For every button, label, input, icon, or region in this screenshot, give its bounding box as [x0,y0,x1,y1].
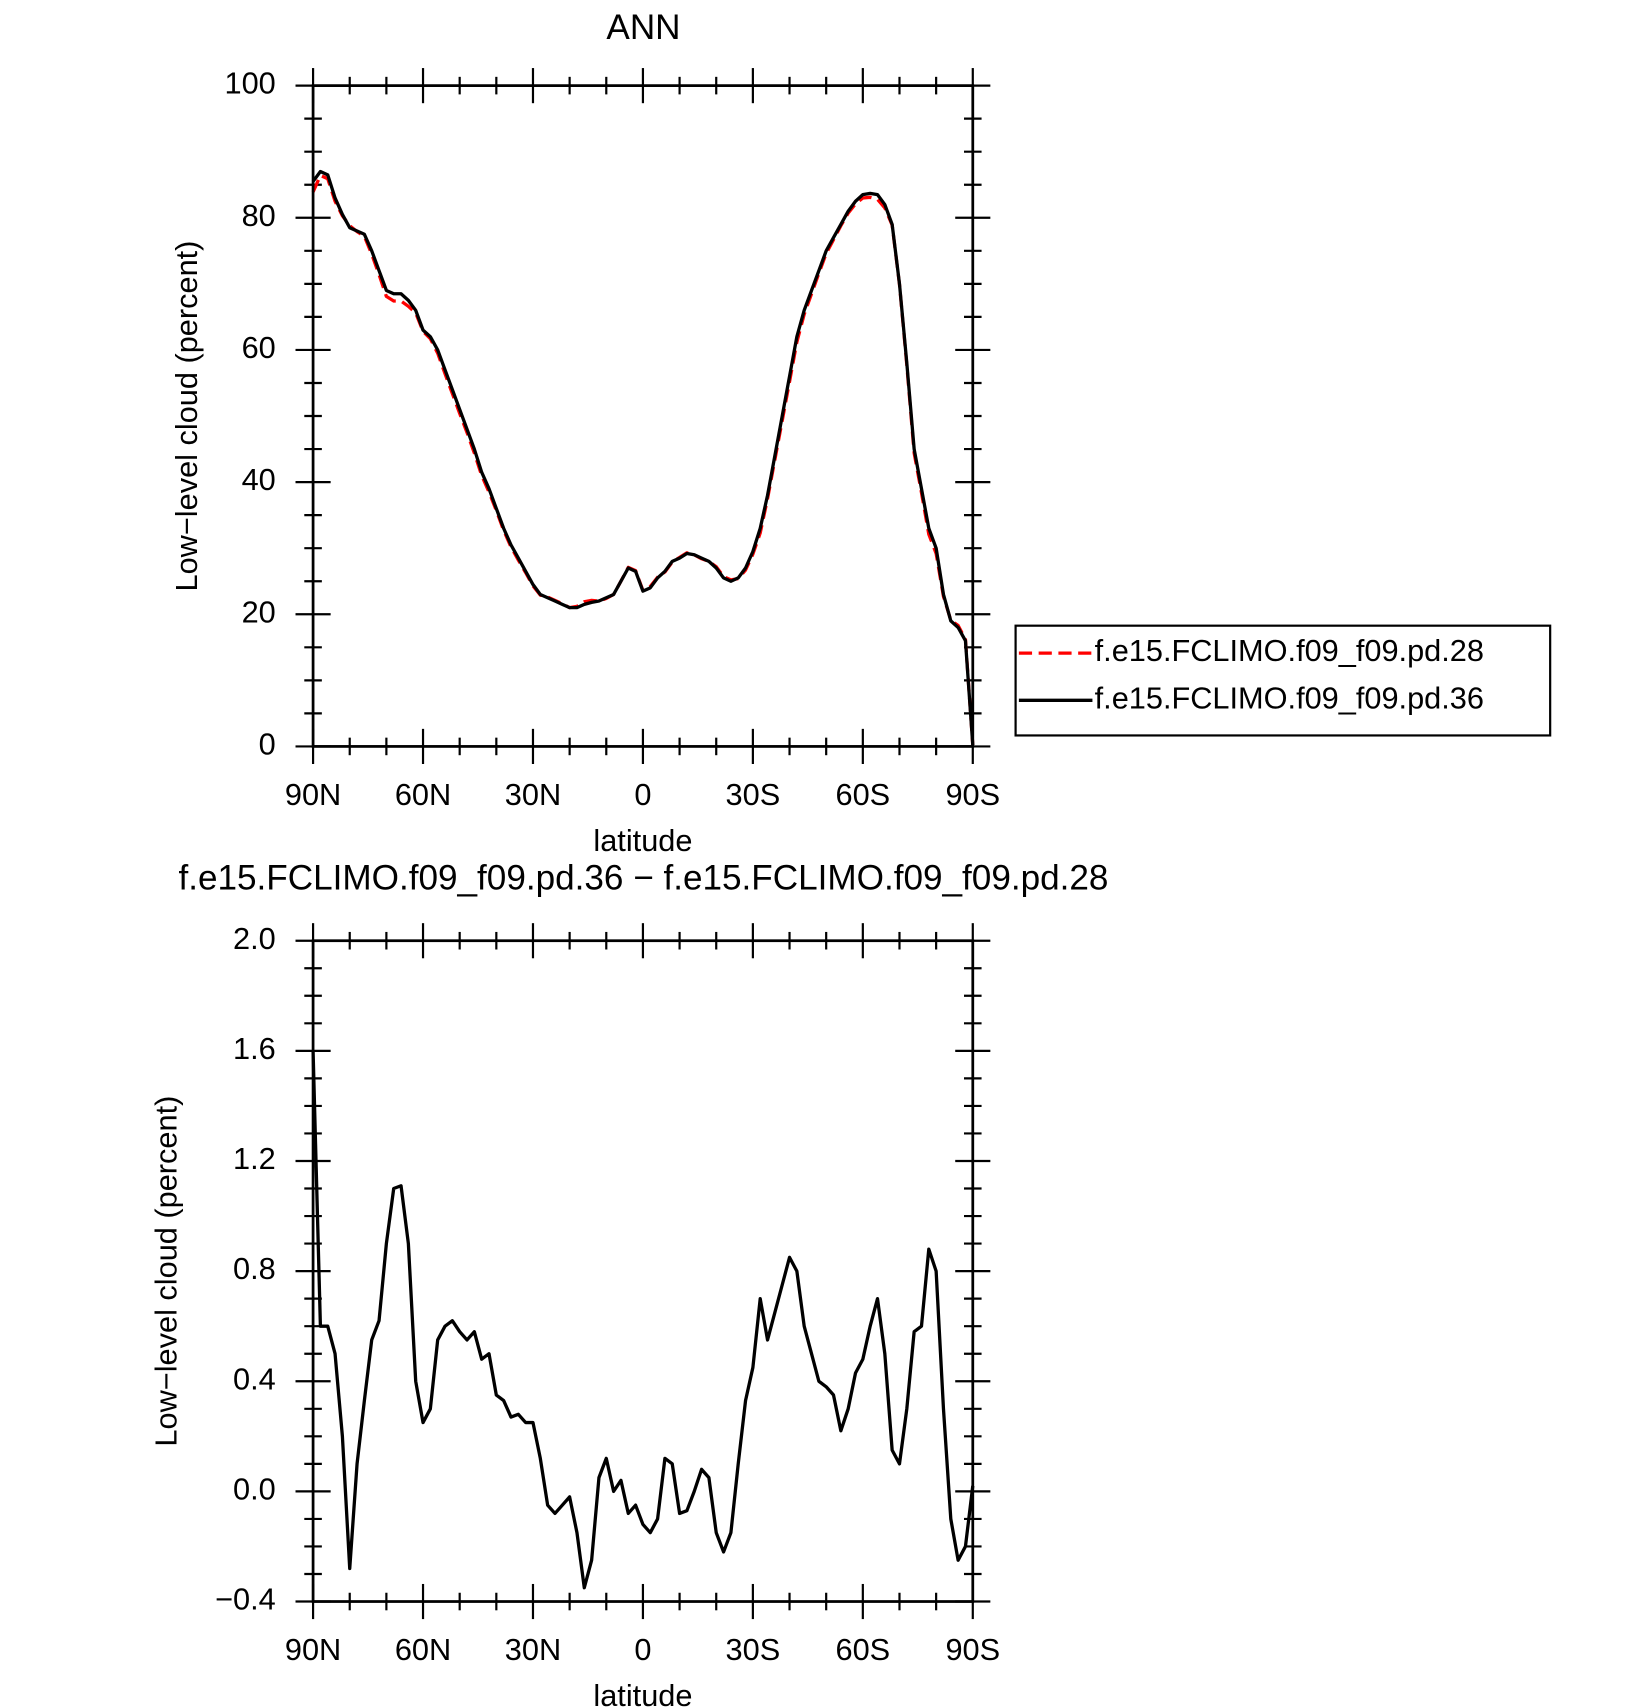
x-tick-label: 0 [634,777,651,812]
x-tick-label: 30S [726,777,781,812]
x-tick-label: 30N [505,1632,561,1667]
plot-frame [311,84,975,748]
data-line [311,1050,975,1590]
y-tick-label: 1.2 [233,1141,276,1176]
chart-title: f.e15.FCLIMO.f09_f09.pd.36 − f.e15.FCLIM… [178,859,1108,898]
y-tick-label: 0 [259,727,276,762]
x-tick-label: 60S [835,777,890,812]
y-tick-label: 0.4 [233,1361,276,1396]
y-tick-label: 0.8 [233,1251,276,1286]
y-tick-label: 2.0 [233,921,276,956]
y-tick-label: −0.4 [215,1582,276,1617]
y-tick-label: 80 [242,198,276,233]
y-tick-label: 100 [224,66,275,101]
x-tick-label: 90N [285,777,341,812]
y-tick-label: 0.0 [233,1472,276,1507]
y-axis-label: Low−level cloud (percent) [169,241,204,592]
chart-title: ANN [606,8,680,47]
y-tick-label: 20 [242,594,276,629]
x-axis-label: latitude [593,823,692,858]
data-line [311,173,975,746]
y-tick-label: 40 [242,462,276,497]
x-tick-label: 0 [634,1632,651,1667]
x-tick-label: 90S [945,1632,1000,1667]
x-tick-label: 60S [835,1632,890,1667]
x-tick-label: 30N [505,777,561,812]
x-tick-label: 60N [395,777,451,812]
x-tick-label: 90N [285,1632,341,1667]
data-line [311,169,975,746]
x-tick-label: 60N [395,1632,451,1667]
y-tick-label: 1.6 [233,1031,276,1066]
legend-label: f.e15.FCLIMO.f09_f09.pd.36 [1095,680,1484,715]
legend-label: f.e15.FCLIMO.f09_f09.pd.28 [1095,633,1484,668]
x-axis-label: latitude [593,1678,692,1708]
plot-frame [311,939,975,1603]
legend-box [1014,624,1552,737]
y-tick-label: 60 [242,330,276,365]
y-axis-label: Low−level cloud (percent) [148,1096,183,1447]
x-tick-label: 90S [945,777,1000,812]
x-tick-label: 30S [726,1632,781,1667]
